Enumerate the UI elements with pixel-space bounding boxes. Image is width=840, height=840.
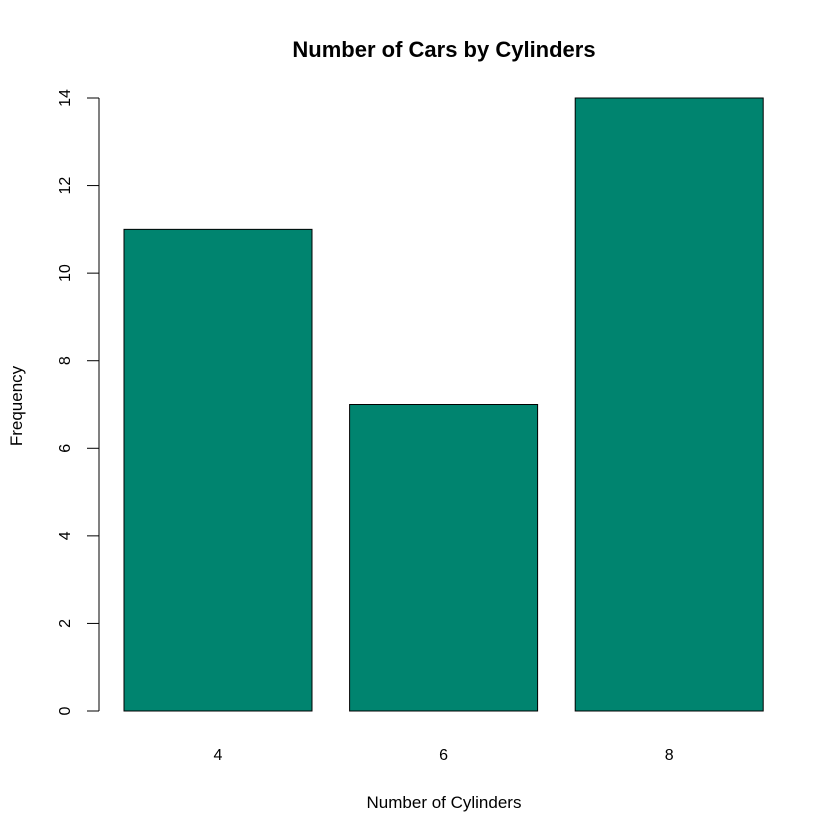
x-tick-label: 8 [665, 747, 674, 764]
y-tick-label: 12 [57, 177, 74, 195]
x-axis-ticks: 4 6 8 [214, 747, 674, 764]
y-tick-label: 8 [57, 356, 74, 365]
x-axis-label: Number of Cylinders [367, 793, 522, 812]
bar-8 [574, 97, 764, 712]
y-axis-label: Frequency [7, 365, 26, 446]
y-tick-label: 2 [57, 619, 74, 628]
x-tick-label: 6 [439, 747, 448, 764]
chart-title: Number of Cars by Cylinders [292, 37, 595, 62]
y-tick-label: 0 [57, 706, 74, 715]
y-tick-label: 10 [57, 264, 74, 282]
y-tick-label: 4 [57, 531, 74, 540]
bars [123, 97, 764, 712]
y-tick-label: 14 [57, 89, 74, 107]
bar-6 [349, 404, 539, 712]
y-axis: 0 2 4 6 8 10 12 14 [57, 89, 100, 715]
x-tick-label: 4 [214, 747, 223, 764]
y-tick-label: 6 [57, 444, 74, 453]
bar-4 [123, 228, 313, 712]
